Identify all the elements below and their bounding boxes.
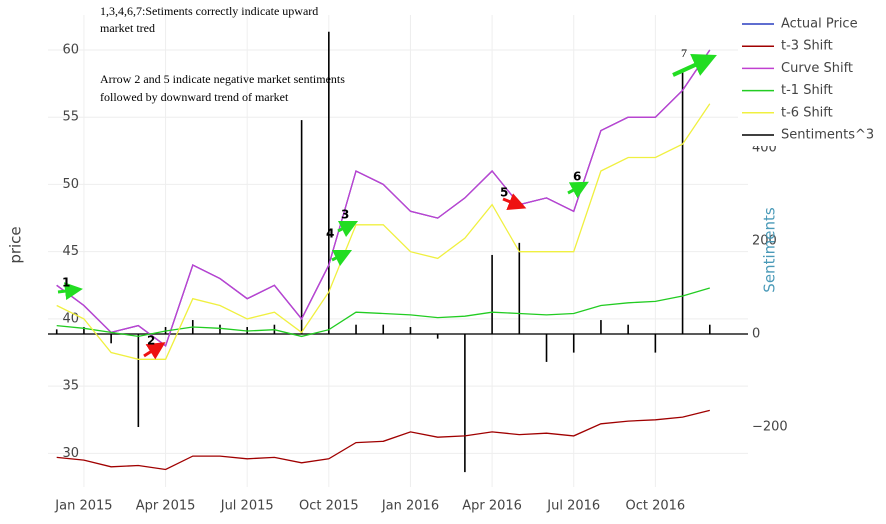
arrow-label: 3 — [341, 208, 349, 222]
bar — [545, 334, 548, 362]
annotation: market tred — [100, 21, 155, 35]
legend-label: t-3 Shift — [781, 39, 833, 54]
bar — [436, 334, 439, 339]
bar — [627, 324, 629, 335]
line — [56, 409, 710, 471]
y2-tick-label: 200 — [752, 234, 777, 249]
x-tick-label: Oct 2015 — [299, 499, 359, 514]
bar — [600, 320, 602, 335]
bar — [55, 329, 58, 335]
bar — [219, 324, 221, 335]
bar — [328, 31, 330, 335]
bar — [83, 327, 85, 335]
y-tick-label: 55 — [62, 110, 79, 125]
legend-label: Actual Price — [781, 17, 858, 32]
y-tick-label: 30 — [62, 446, 79, 461]
bar — [137, 334, 140, 428]
bar — [518, 242, 521, 335]
y-tick-label: 35 — [62, 379, 79, 394]
annotation: 1,3,4,6,7:Setiments correctly indicate u… — [100, 4, 318, 18]
bar — [300, 120, 303, 335]
bar — [409, 327, 412, 335]
legend-label: Sentiments^3 — [781, 128, 874, 143]
arrow-label: 4 — [326, 227, 334, 241]
x-tick-label: Apr 2015 — [136, 499, 196, 514]
arrow-label: 7 — [681, 46, 687, 60]
line — [56, 49, 711, 347]
y-tick-label: 45 — [62, 244, 79, 259]
line — [56, 287, 710, 338]
bar — [464, 334, 466, 473]
bar — [654, 334, 657, 353]
arrow-label: 1 — [62, 276, 70, 290]
y2-tick-label: −200 — [752, 420, 788, 435]
x-tick-label: Jul 2015 — [220, 499, 274, 514]
legend-label: Curve Shift — [781, 61, 853, 76]
annotation: followed by downward trend of market — [100, 90, 289, 104]
bar — [110, 334, 112, 344]
x-tick-label: Jul 2016 — [546, 499, 600, 514]
arrows — [57, 54, 717, 360]
bar — [355, 324, 357, 335]
arrow-label: 6 — [573, 170, 581, 184]
y-axis-title: price — [7, 226, 25, 263]
annotation: Arrow 2 and 5 indicate negative market s… — [100, 72, 345, 86]
y-tick-label: 40 — [62, 311, 79, 326]
legend: Actual Price t-3 Shift Curve Shift t-1 Shif… — [738, 12, 886, 146]
bar — [382, 324, 385, 335]
bar — [681, 72, 684, 335]
y2-axis-title: Sentiments — [761, 207, 779, 293]
y-tick-label: 50 — [62, 177, 79, 192]
x-tick-label: Jan 2016 — [381, 499, 439, 514]
legend-label: t-6 Shift — [781, 105, 833, 120]
bar — [572, 334, 575, 353]
x-tick-label: Jan 2015 — [54, 499, 112, 514]
x-tick-label: Apr 2016 — [462, 499, 522, 514]
x-tick-label: Oct 2016 — [626, 499, 686, 514]
bar — [491, 254, 493, 335]
y2-tick-label: 0 — [752, 327, 760, 342]
arrow-label: 5 — [500, 186, 508, 200]
legend-label: t-1 Shift — [781, 83, 833, 98]
line — [56, 103, 711, 360]
bar — [708, 324, 711, 335]
arrow-label: 2 — [147, 334, 155, 348]
y-tick-label: 60 — [62, 42, 79, 57]
legend-background — [738, 12, 886, 146]
